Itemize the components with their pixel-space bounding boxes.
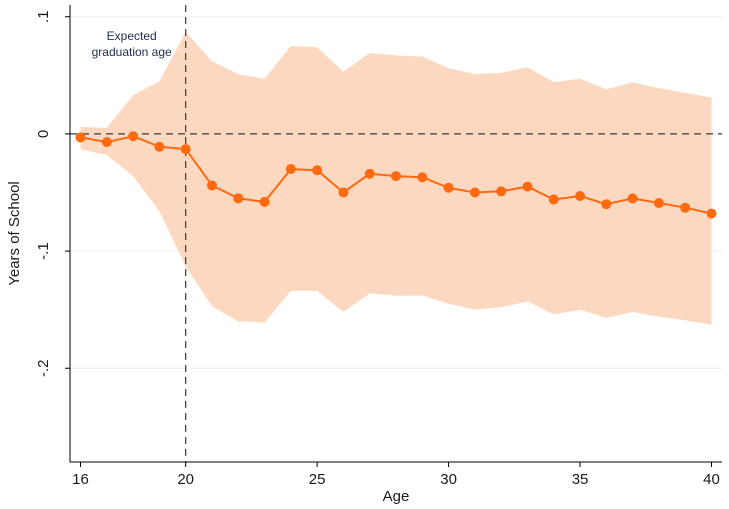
data-point-age-21 xyxy=(206,180,217,191)
data-point-age-39 xyxy=(680,202,691,213)
x-tick-label-4: 35 xyxy=(572,471,589,488)
data-point-age-38 xyxy=(653,198,664,209)
data-point-age-20 xyxy=(180,144,191,155)
x-tick-label-2: 25 xyxy=(309,471,326,488)
data-point-age-22 xyxy=(233,193,244,204)
x-axis-title: Age xyxy=(383,488,410,505)
data-point-age-40 xyxy=(706,208,717,219)
data-point-age-36 xyxy=(601,199,612,210)
x-axis-ticks: 16 20 25 30 35 40 xyxy=(72,462,720,488)
data-point-age-28 xyxy=(391,171,401,182)
data-point-age-19 xyxy=(154,141,165,152)
y-tick-label-2: -.1 xyxy=(35,242,52,260)
x-tick-label-0: 16 xyxy=(72,471,89,488)
y-tick-label-3: -.2 xyxy=(35,359,52,377)
data-point-age-24 xyxy=(285,164,296,175)
data-point-age-16 xyxy=(75,132,86,143)
data-point-age-32 xyxy=(496,186,507,197)
y-tick-label-1: 0 xyxy=(35,130,52,138)
data-point-age-17 xyxy=(101,137,112,148)
data-point-age-31 xyxy=(469,187,480,198)
data-point-age-30 xyxy=(443,182,454,193)
x-tick-label-1: 20 xyxy=(177,471,194,488)
data-point-age-35 xyxy=(575,191,586,202)
data-point-age-26 xyxy=(338,187,349,198)
annotation-line-1: Expected xyxy=(107,29,157,43)
data-point-age-29 xyxy=(417,172,428,183)
data-point-age-25 xyxy=(312,165,323,176)
data-point-age-23 xyxy=(259,196,270,207)
data-point-age-27 xyxy=(364,168,375,179)
data-point-age-34 xyxy=(548,194,559,205)
y-axis-title: Years of School xyxy=(6,181,23,286)
data-point-age-37 xyxy=(627,193,638,204)
data-points xyxy=(75,131,717,219)
data-point-age-33 xyxy=(522,181,533,192)
data-point-age-18 xyxy=(128,131,139,142)
y-axis-ticks: .1 0 -.1 -.2 xyxy=(35,10,70,377)
y-tick-label-0: .1 xyxy=(35,10,52,23)
annotation-line-2: graduation age xyxy=(92,45,172,59)
graduation-age-annotation: Expected graduation age xyxy=(92,29,172,59)
x-tick-label-5: 40 xyxy=(703,471,720,488)
x-tick-label-3: 30 xyxy=(440,471,457,488)
